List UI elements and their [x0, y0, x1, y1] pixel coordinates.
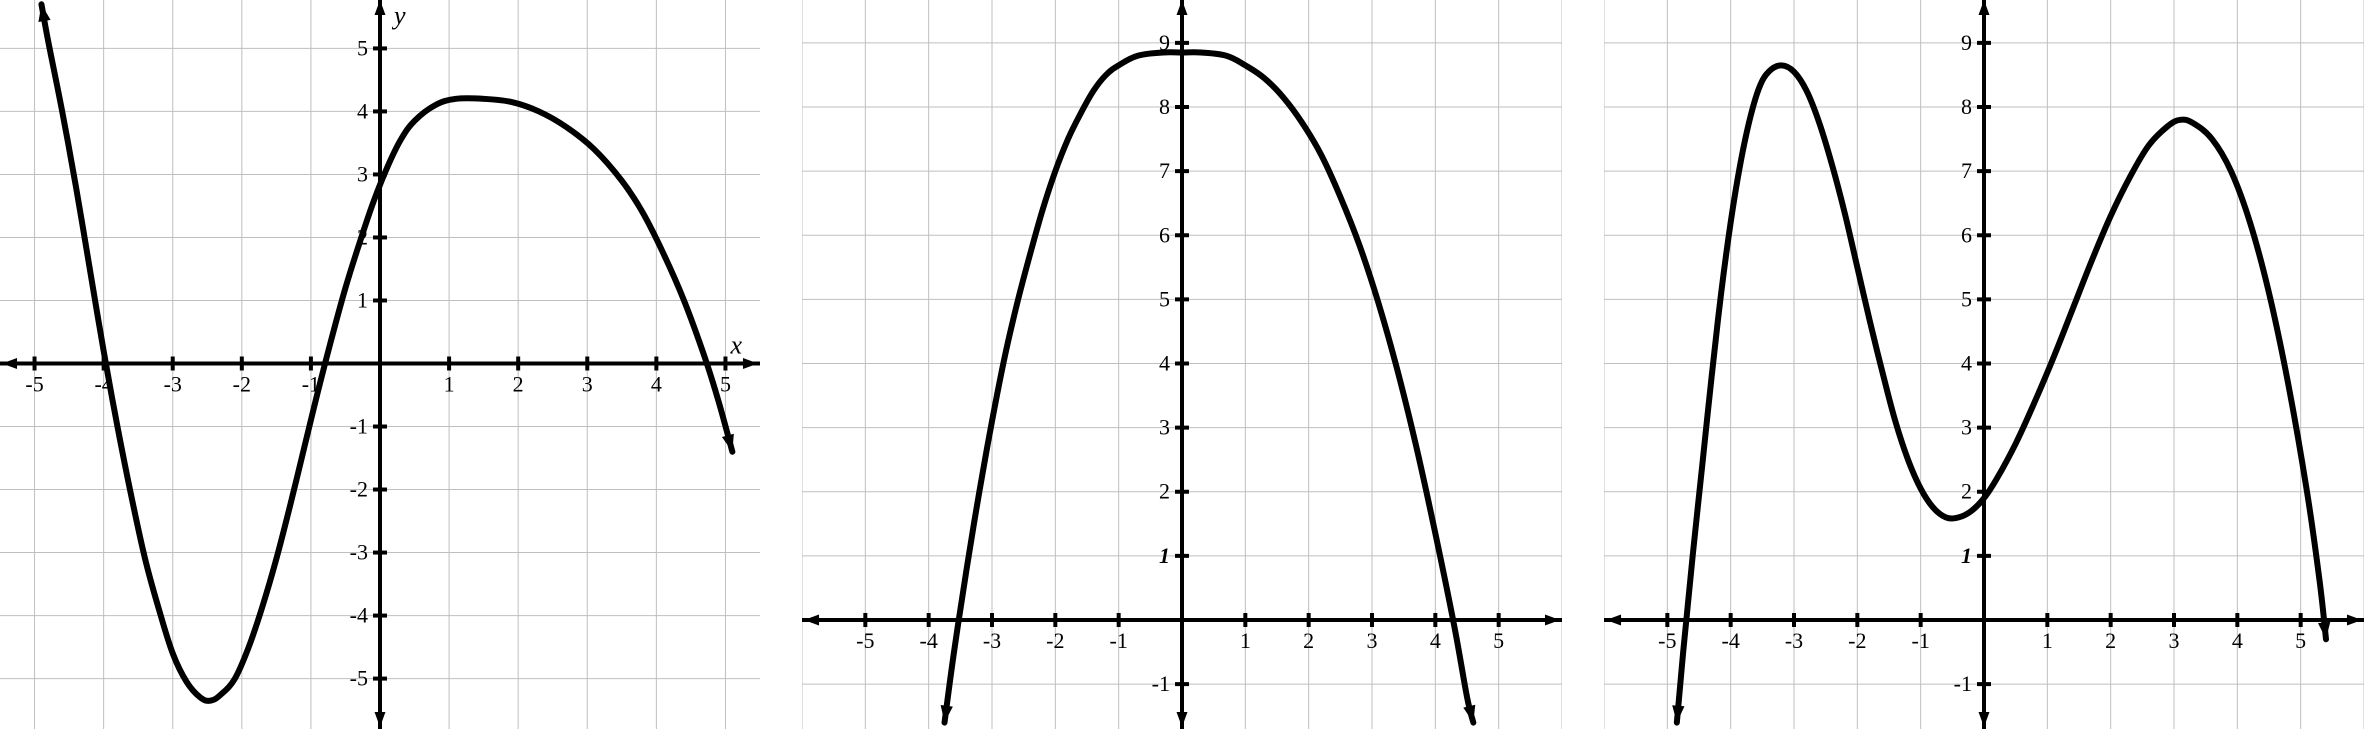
svg-text:1: 1: [1240, 627, 1251, 652]
svg-text:-2: -2: [1046, 627, 1064, 652]
chart-svg-3: -5 -4 -3 -2 -1 1 2 3 4 5 -1 1 2 3 4 5 6 7 8 9: [1604, 0, 2364, 729]
svg-text:x: x: [729, 330, 742, 359]
chart-panel-1: -5-4-3-2-112345-5-4-3-2-112345xy: [0, 0, 760, 734]
svg-text:2: 2: [1159, 478, 1170, 503]
svg-text:5: 5: [1159, 286, 1170, 311]
svg-text:-4: -4: [350, 602, 368, 627]
svg-text:8: 8: [1159, 94, 1170, 119]
svg-text:-1: -1: [1954, 671, 1972, 696]
svg-text:-1: -1: [1912, 627, 1930, 652]
svg-text:1: 1: [444, 371, 455, 396]
svg-text:2: 2: [1961, 478, 1972, 503]
svg-text:5: 5: [720, 371, 731, 396]
svg-text:4: 4: [1430, 627, 1441, 652]
svg-text:1: 1: [1961, 542, 1972, 567]
svg-text:-2: -2: [1848, 627, 1866, 652]
svg-text:5: 5: [1493, 627, 1504, 652]
svg-text:1: 1: [357, 287, 368, 312]
chart-panel-3: -5 -4 -3 -2 -1 1 2 3 4 5 -1 1 2 3 4 5 6 7 8 9: [1604, 0, 2364, 734]
svg-text:3: 3: [2169, 627, 2180, 652]
svg-text:3: 3: [1961, 414, 1972, 439]
svg-text:9: 9: [1961, 29, 1972, 54]
svg-text:-1: -1: [350, 413, 368, 438]
svg-text:-2: -2: [233, 371, 251, 396]
svg-text:y: y: [391, 1, 406, 30]
svg-text:6: 6: [1961, 222, 1972, 247]
svg-text:-5: -5: [25, 371, 43, 396]
svg-text:3: 3: [1159, 414, 1170, 439]
svg-text:-3: -3: [983, 627, 1001, 652]
svg-text:4: 4: [357, 98, 368, 123]
svg-text:3: 3: [357, 161, 368, 186]
svg-text:4: 4: [651, 371, 662, 396]
svg-text:5: 5: [1961, 286, 1972, 311]
svg-text:-4: -4: [920, 627, 938, 652]
svg-text:5: 5: [357, 35, 368, 60]
svg-text:1: 1: [1159, 542, 1170, 567]
svg-text:-5: -5: [856, 627, 874, 652]
svg-text:2: 2: [513, 371, 524, 396]
svg-text:-3: -3: [164, 371, 182, 396]
svg-text:-3: -3: [350, 539, 368, 564]
svg-text:2: 2: [2105, 627, 2116, 652]
svg-text:-4: -4: [1722, 627, 1740, 652]
svg-text:-2: -2: [350, 476, 368, 501]
chart-svg-2: -5-4-3-2-112345-1123456789: [802, 0, 1562, 729]
svg-text:-5: -5: [1658, 627, 1676, 652]
svg-text:1: 1: [2042, 627, 2053, 652]
svg-text:-3: -3: [1785, 627, 1803, 652]
svg-text:-1: -1: [1110, 627, 1128, 652]
svg-text:7: 7: [1961, 158, 1972, 183]
svg-text:2: 2: [1303, 627, 1314, 652]
chart-panel-2: -5-4-3-2-112345-1123456789: [802, 0, 1562, 734]
svg-text:4: 4: [2232, 627, 2243, 652]
svg-text:5: 5: [2295, 627, 2306, 652]
svg-text:-5: -5: [350, 665, 368, 690]
svg-text:7: 7: [1159, 158, 1170, 183]
chart-svg-1: -5-4-3-2-112345-5-4-3-2-112345xy: [0, 0, 760, 729]
svg-text:3: 3: [582, 371, 593, 396]
svg-text:4: 4: [1961, 350, 1972, 375]
svg-text:8: 8: [1961, 94, 1972, 119]
svg-text:3: 3: [1367, 627, 1378, 652]
svg-text:4: 4: [1159, 350, 1170, 375]
svg-text:6: 6: [1159, 222, 1170, 247]
svg-text:-1: -1: [1152, 671, 1170, 696]
